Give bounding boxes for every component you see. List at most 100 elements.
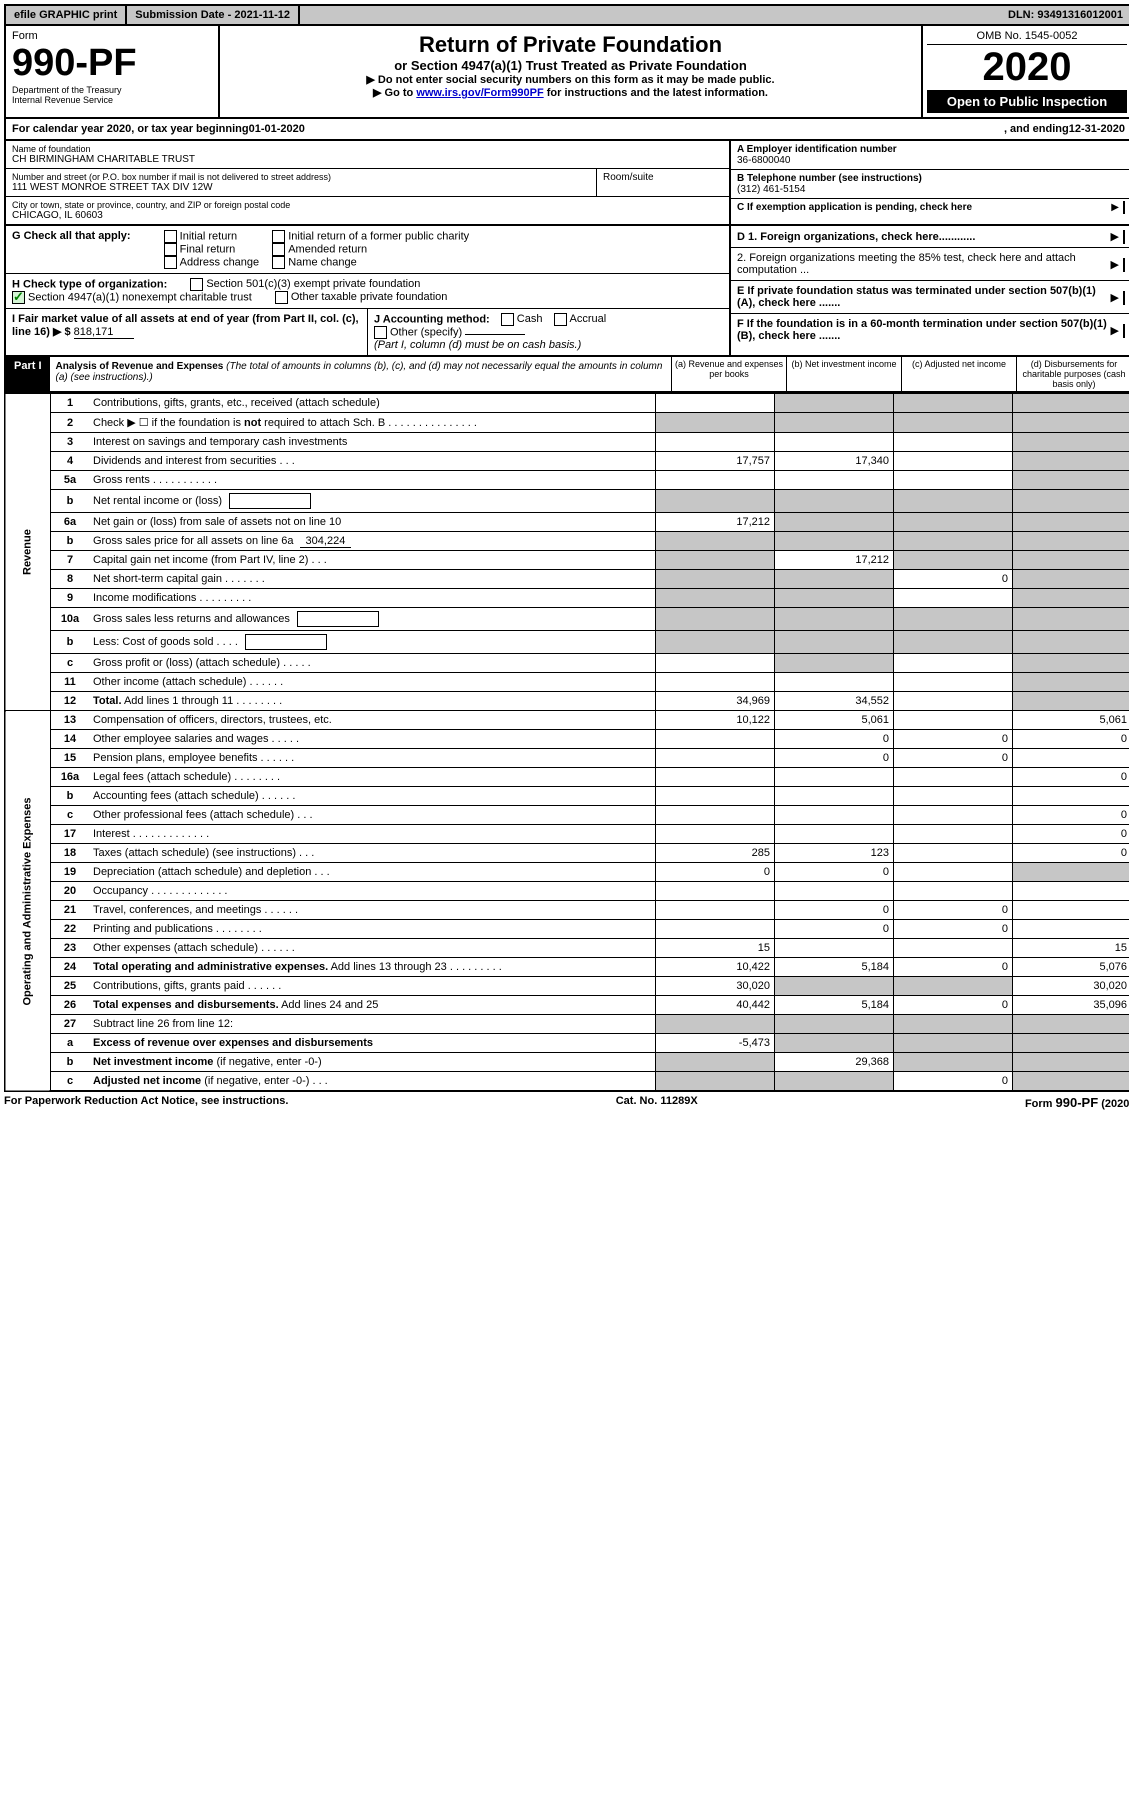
line-number: c	[51, 654, 90, 673]
f-checkbox[interactable]	[1123, 324, 1125, 338]
form-header: Form 990-PF Department of the Treasury I…	[4, 26, 1129, 119]
value-cell	[894, 1034, 1013, 1053]
initial-former-checkbox[interactable]	[272, 230, 285, 243]
line-number: 9	[51, 589, 90, 608]
cash-checkbox[interactable]	[501, 313, 514, 326]
value-cell: 34,552	[775, 692, 894, 711]
value-cell	[894, 768, 1013, 787]
value-cell	[656, 1072, 775, 1092]
501c3-checkbox[interactable]	[190, 278, 203, 291]
value-cell	[656, 394, 775, 413]
table-row: aExcess of revenue over expenses and dis…	[5, 1034, 1129, 1053]
value-cell: 0	[775, 901, 894, 920]
line-description: Compensation of officers, directors, tru…	[89, 711, 656, 730]
line-number: b	[51, 787, 90, 806]
value-cell	[1013, 551, 1129, 570]
value-cell: 0	[894, 901, 1013, 920]
other-taxable-checkbox[interactable]	[275, 291, 288, 304]
line-number: b	[51, 631, 90, 654]
line-number: 8	[51, 570, 90, 589]
instructions-link[interactable]: www.irs.gov/Form990PF	[416, 87, 543, 99]
value-cell: 0	[1013, 730, 1129, 749]
room-cell: Room/suite	[597, 169, 729, 196]
initial-return-checkbox[interactable]	[164, 230, 177, 243]
omb-number: OMB No. 1545-0052	[927, 30, 1127, 45]
value-cell	[775, 433, 894, 452]
line-number: 12	[51, 692, 90, 711]
table-row: 10aGross sales less returns and allowanc…	[5, 608, 1129, 631]
line-description: Gross profit or (loss) (attach schedule)…	[89, 654, 656, 673]
value-cell: 30,020	[656, 977, 775, 996]
table-row: 24Total operating and administrative exp…	[5, 958, 1129, 977]
f-cell: F If the foundation is in a 60-month ter…	[731, 314, 1129, 346]
value-cell	[656, 825, 775, 844]
table-row: cGross profit or (loss) (attach schedule…	[5, 654, 1129, 673]
line-description: Other employee salaries and wages . . . …	[89, 730, 656, 749]
value-cell	[775, 654, 894, 673]
value-cell: 35,096	[1013, 996, 1129, 1015]
irs-label: Internal Revenue Service	[12, 95, 212, 105]
value-cell	[775, 977, 894, 996]
value-cell	[894, 631, 1013, 654]
value-cell	[894, 692, 1013, 711]
line-description: Printing and publications . . . . . . . …	[89, 920, 656, 939]
value-cell	[1013, 513, 1129, 532]
city-cell: City or town, state or province, country…	[6, 197, 729, 224]
value-cell	[1013, 882, 1129, 901]
value-cell: 0	[894, 958, 1013, 977]
value-cell	[656, 654, 775, 673]
d1-cell: D 1. Foreign organizations, check here..…	[731, 226, 1129, 248]
dln: DLN: 93491316012001	[1000, 6, 1129, 24]
accrual-checkbox[interactable]	[554, 313, 567, 326]
value-cell	[894, 844, 1013, 863]
value-cell	[894, 413, 1013, 433]
d2-checkbox[interactable]	[1123, 258, 1125, 272]
value-cell	[1013, 589, 1129, 608]
form-number: 990-PF	[12, 42, 212, 85]
name-change-checkbox[interactable]	[272, 256, 285, 269]
table-row: 7Capital gain net income (from Part IV, …	[5, 551, 1129, 570]
value-cell: 5,184	[775, 958, 894, 977]
amended-return-checkbox[interactable]	[272, 243, 285, 256]
value-cell: 17,212	[775, 551, 894, 570]
value-cell: -5,473	[656, 1034, 775, 1053]
ein-cell: A Employer identification number 36-6800…	[731, 141, 1129, 170]
line-description: Gross sales price for all assets on line…	[89, 532, 656, 551]
value-cell	[1013, 1015, 1129, 1034]
e-cell: E If private foundation status was termi…	[731, 281, 1129, 314]
c-checkbox[interactable]	[1123, 201, 1125, 214]
other-method-checkbox[interactable]	[374, 326, 387, 339]
value-cell	[775, 1034, 894, 1053]
value-cell	[656, 787, 775, 806]
value-cell: 10,422	[656, 958, 775, 977]
line-description: Taxes (attach schedule) (see instruction…	[89, 844, 656, 863]
header-center: Return of Private Foundation or Section …	[220, 26, 921, 117]
table-row: 16aLegal fees (attach schedule) . . . . …	[5, 768, 1129, 787]
value-cell: 15	[656, 939, 775, 958]
line-description: Net rental income or (loss)	[89, 490, 656, 513]
value-cell: 10,122	[656, 711, 775, 730]
line-description: Pension plans, employee benefits . . . .…	[89, 749, 656, 768]
value-cell: 30,020	[1013, 977, 1129, 996]
value-cell	[1013, 631, 1129, 654]
value-cell	[656, 920, 775, 939]
final-return-checkbox[interactable]	[164, 243, 177, 256]
line-description: Other income (attach schedule) . . . . .…	[89, 673, 656, 692]
e-checkbox[interactable]	[1123, 291, 1125, 305]
col-a-header: (a) Revenue and expenses per books	[671, 357, 786, 391]
table-row: 11Other income (attach schedule) . . . .…	[5, 673, 1129, 692]
value-cell	[1013, 608, 1129, 631]
4947-checkbox[interactable]	[12, 291, 25, 304]
value-cell	[1013, 394, 1129, 413]
table-row: 22Printing and publications . . . . . . …	[5, 920, 1129, 939]
table-row: cOther professional fees (attach schedul…	[5, 806, 1129, 825]
value-cell: 0	[894, 1072, 1013, 1092]
value-cell	[656, 471, 775, 490]
address-change-checkbox[interactable]	[164, 256, 177, 269]
value-cell	[894, 806, 1013, 825]
table-row: 12Total. Add lines 1 through 11 . . . . …	[5, 692, 1129, 711]
value-cell	[656, 1015, 775, 1034]
efile-label[interactable]: efile GRAPHIC print	[6, 6, 127, 24]
value-cell	[1013, 413, 1129, 433]
d1-checkbox[interactable]	[1123, 230, 1125, 244]
